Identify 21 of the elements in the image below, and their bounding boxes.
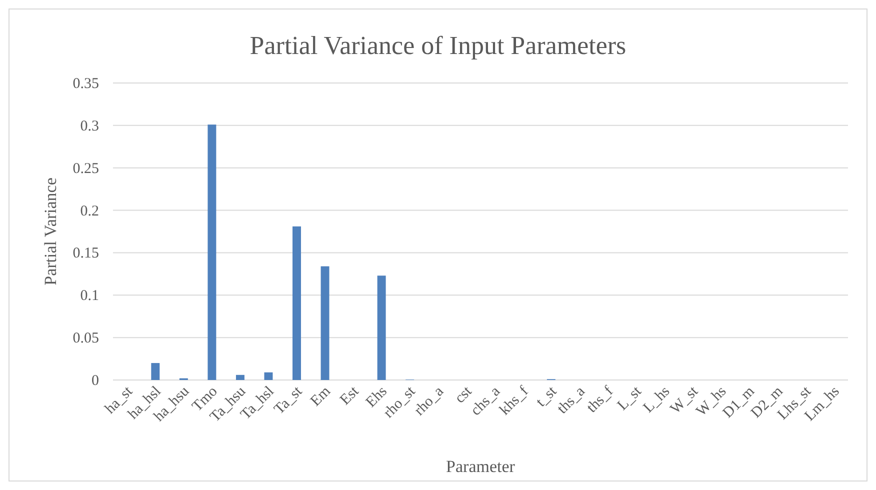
bar <box>151 363 160 380</box>
bar <box>236 374 244 380</box>
y-tick-label: 0 <box>92 373 99 389</box>
y-tick-label: 0.2 <box>80 203 99 220</box>
bar <box>320 266 330 380</box>
y-tick-label: 0.25 <box>72 160 99 177</box>
bar <box>264 372 273 380</box>
y-tick-label: 0.15 <box>72 246 99 262</box>
y-axis-title: Partial Variance <box>41 178 60 286</box>
y-tick-label: 0.35 <box>72 76 99 92</box>
y-tick-label: 0.1 <box>80 288 99 304</box>
y-tick-label: 0.05 <box>72 330 99 347</box>
x-tick-label: cst <box>452 382 476 407</box>
x-axis-title: Parameter <box>446 457 516 476</box>
chart-title: Partial Variance of Input Parameters <box>250 31 626 60</box>
bar <box>292 226 301 380</box>
x-tick-label: Em <box>308 383 334 410</box>
bar <box>208 124 216 380</box>
x-tick-label: Est <box>337 382 363 408</box>
y-tick-label: 0.3 <box>80 118 99 134</box>
bar <box>377 276 386 380</box>
